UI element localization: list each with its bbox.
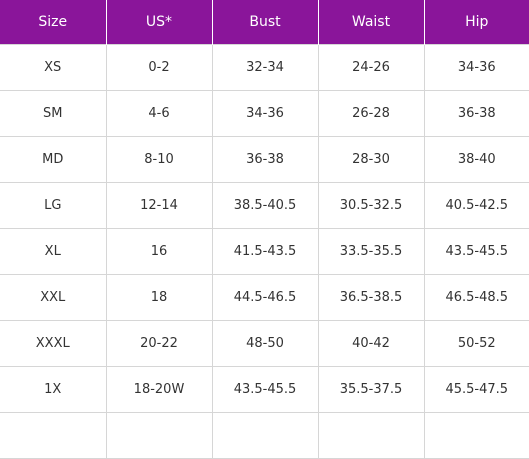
cell-size: XS (0, 44, 107, 91)
cell-size (0, 412, 107, 459)
cell-bust: 36-38 (211, 136, 319, 183)
cell-us: 12-14 (105, 182, 213, 229)
cell-us (105, 412, 213, 459)
cell-us: 0-2 (105, 44, 213, 91)
cell-waist: 26-28 (317, 90, 425, 137)
cell-waist: 28-30 (317, 136, 425, 183)
cell-waist: 36.5-38.5 (317, 274, 425, 321)
cell-bust: 34-36 (211, 90, 319, 137)
size-chart-header: Size US* Bust Waist Hip (0, 0, 529, 45)
cell-size: LG (0, 182, 107, 229)
table-row: MD 8-10 36-38 28-30 38-40 (0, 136, 529, 183)
cell-hip: 34-36 (423, 44, 529, 91)
cell-waist: 24-26 (317, 44, 425, 91)
cell-waist: 35.5-37.5 (317, 366, 425, 413)
cell-hip: 36-38 (423, 90, 529, 137)
cell-size: XL (0, 228, 107, 275)
cell-size: SM (0, 90, 107, 137)
cell-hip: 46.5-48.5 (423, 274, 529, 321)
cell-size: MD (0, 136, 107, 183)
cell-hip: 43.5-45.5 (423, 228, 529, 275)
cell-waist: 40-42 (317, 320, 425, 367)
table-row: LG 12-14 38.5-40.5 30.5-32.5 40.5-42.5 (0, 182, 529, 229)
cell-hip: 50-52 (423, 320, 529, 367)
cell-waist: 33.5-35.5 (317, 228, 425, 275)
cell-hip: 38-40 (423, 136, 529, 183)
header-waist: Waist (318, 0, 425, 45)
table-row (0, 412, 529, 459)
cell-hip: 45.5-47.5 (423, 366, 529, 413)
cell-bust: 32-34 (211, 44, 319, 91)
cell-us: 4-6 (105, 90, 213, 137)
cell-us: 20-22 (105, 320, 213, 367)
cell-bust: 43.5-45.5 (211, 366, 319, 413)
cell-bust: 41.5-43.5 (211, 228, 319, 275)
cell-us: 18 (105, 274, 213, 321)
size-chart-body: XS 0-2 32-34 24-26 34-36 SM 4-6 34-36 26… (0, 44, 529, 459)
cell-size: 1X (0, 366, 107, 413)
header-row: Size US* Bust Waist Hip (0, 0, 529, 45)
table-row: XXXL 20-22 48-50 40-42 50-52 (0, 320, 529, 367)
cell-us: 16 (105, 228, 213, 275)
header-us: US* (106, 0, 213, 45)
cell-size: XXL (0, 274, 107, 321)
header-bust: Bust (212, 0, 319, 45)
table-row: XXL 18 44.5-46.5 36.5-38.5 46.5-48.5 (0, 274, 529, 321)
header-size: Size (0, 0, 107, 45)
table-row: SM 4-6 34-36 26-28 36-38 (0, 90, 529, 137)
table-row: XS 0-2 32-34 24-26 34-36 (0, 44, 529, 91)
cell-waist: 30.5-32.5 (317, 182, 425, 229)
cell-bust: 48-50 (211, 320, 319, 367)
cell-waist (317, 412, 425, 459)
cell-bust (211, 412, 319, 459)
cell-us: 18-20W (105, 366, 213, 413)
cell-size: XXXL (0, 320, 107, 367)
table-row: 1X 18-20W 43.5-45.5 35.5-37.5 45.5-47.5 (0, 366, 529, 413)
cell-hip (423, 412, 529, 459)
cell-us: 8-10 (105, 136, 213, 183)
cell-bust: 38.5-40.5 (211, 182, 319, 229)
cell-bust: 44.5-46.5 (211, 274, 319, 321)
header-hip: Hip (424, 0, 529, 45)
cell-hip: 40.5-42.5 (423, 182, 529, 229)
table-row: XL 16 41.5-43.5 33.5-35.5 43.5-45.5 (0, 228, 529, 275)
